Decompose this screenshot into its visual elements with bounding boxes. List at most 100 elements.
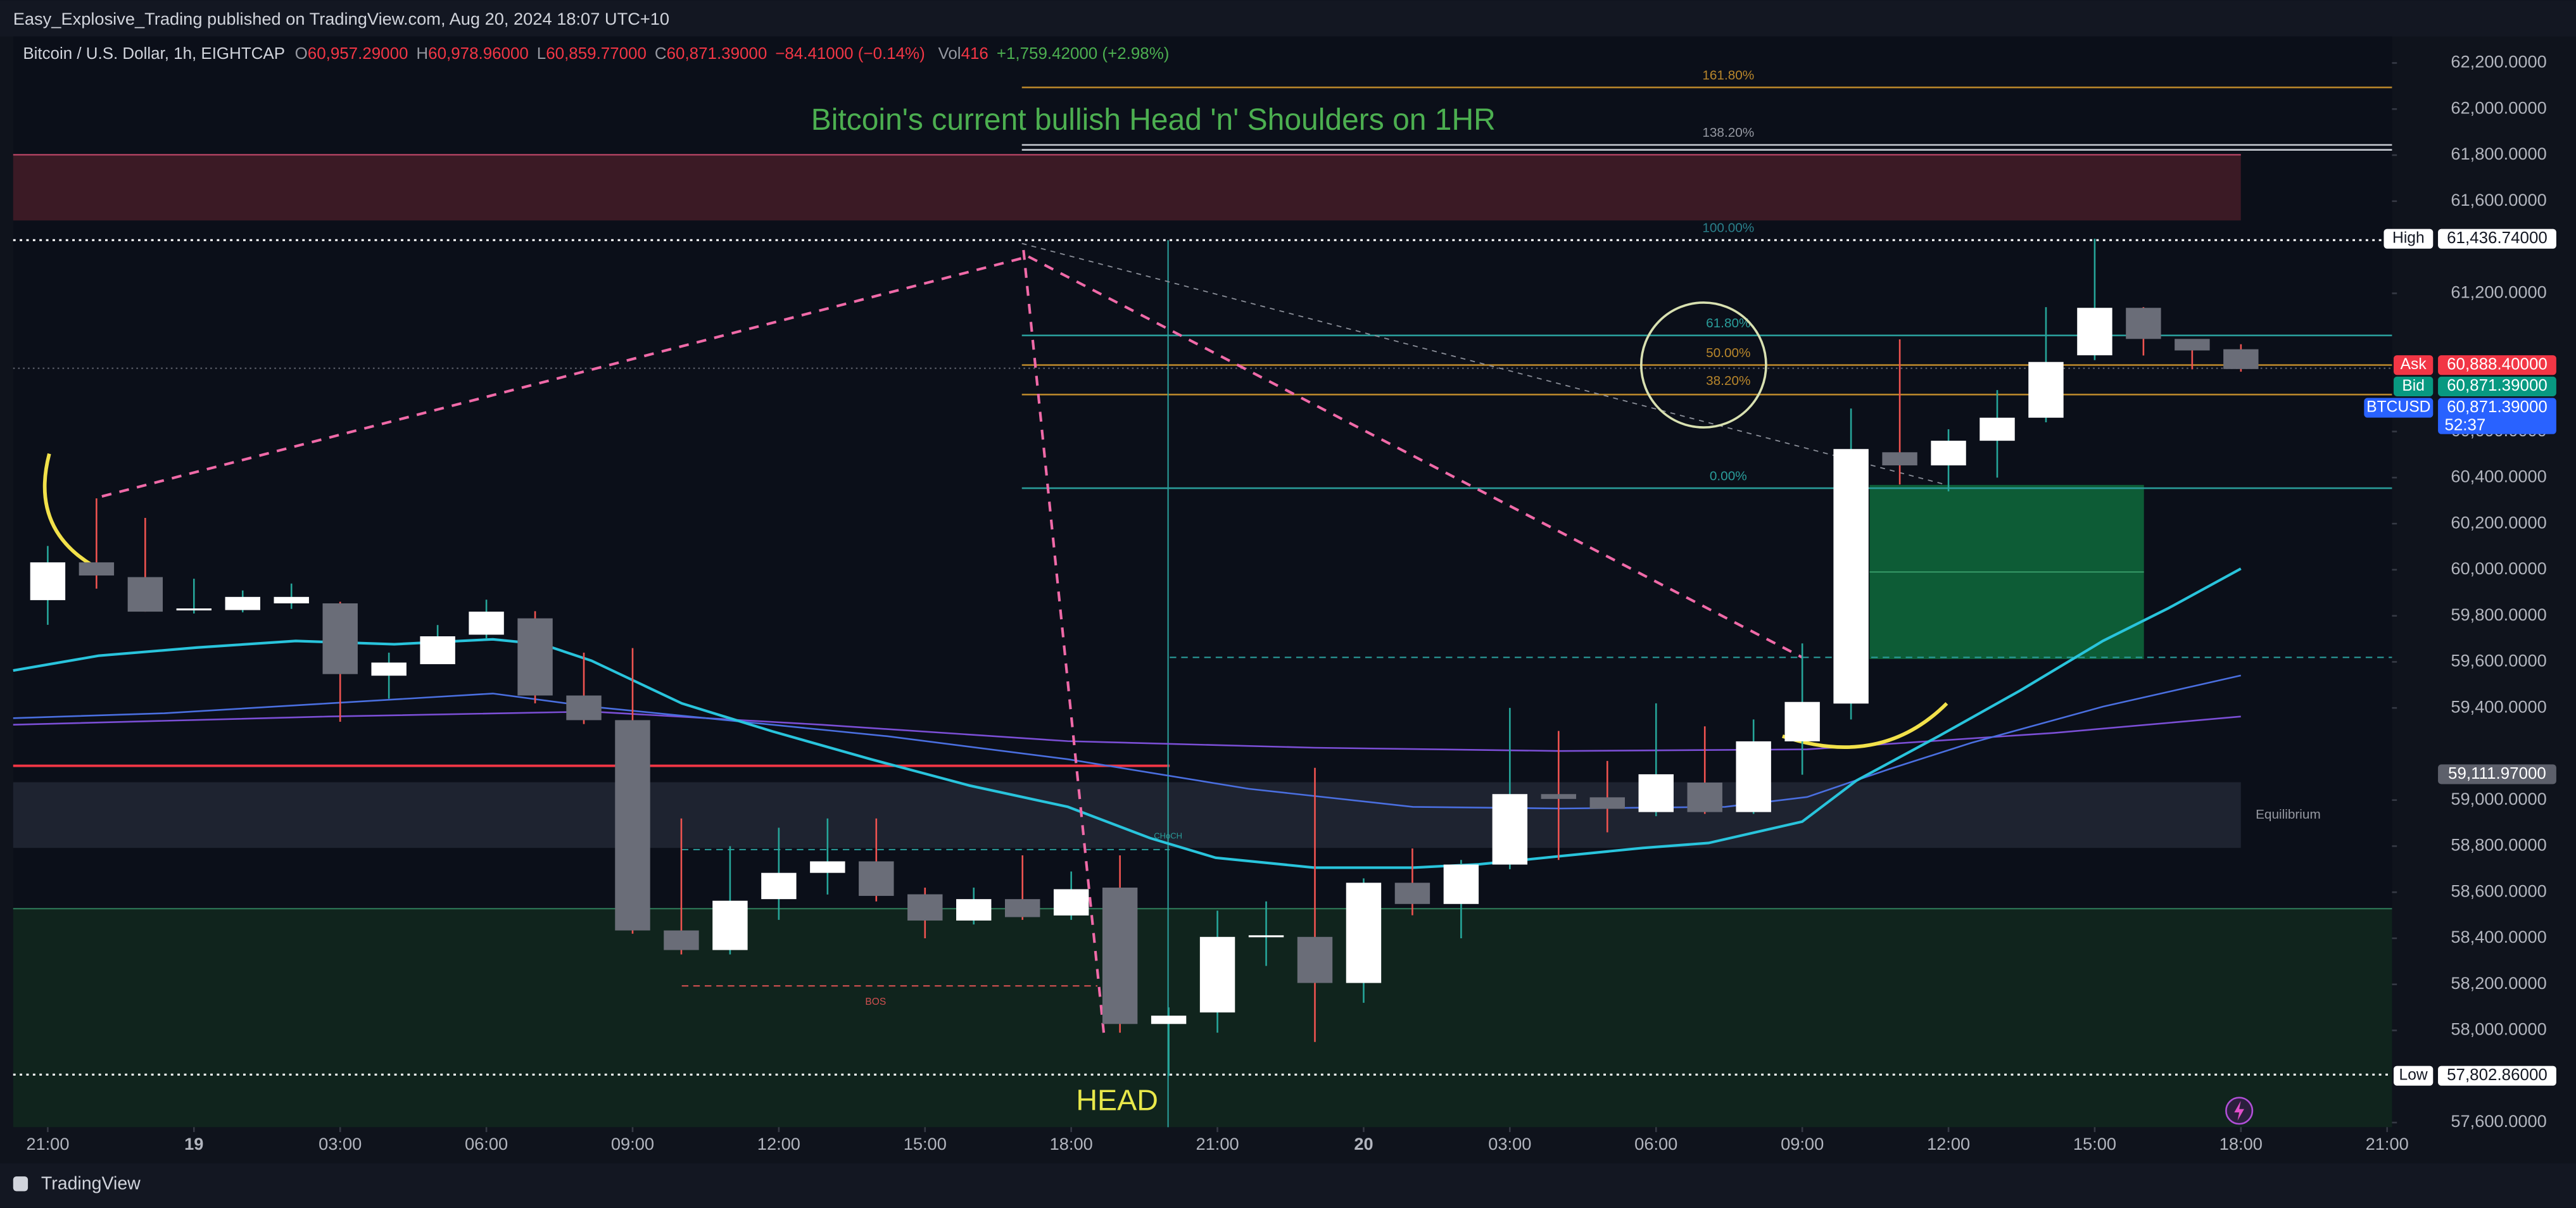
legend-value: 60,978.96000 — [428, 45, 529, 63]
price-tag: High — [2392, 230, 2425, 247]
footer-brand: TradingView — [41, 1174, 141, 1194]
y-tick-label: 61,600.0000 — [2451, 190, 2546, 210]
pattern-line — [1022, 249, 1106, 1036]
price-label: 60,888.40000 — [2447, 356, 2548, 374]
y-tick-label: 59,800.0000 — [2451, 605, 2546, 624]
candle-body — [1736, 741, 1771, 812]
x-tick-label: 06:00 — [465, 1134, 508, 1154]
y-tick-label: 60,200.0000 — [2451, 512, 2546, 532]
price-tag-box — [2394, 1066, 2434, 1086]
price-tag: Low — [2399, 1067, 2428, 1084]
candle-body — [761, 872, 797, 900]
price-tag-box — [2383, 229, 2434, 249]
x-tick-label: 18:00 — [1050, 1134, 1093, 1154]
legend-value: 60,859.77000 — [546, 45, 647, 63]
y-tick-label: 62,000.0000 — [2451, 98, 2546, 117]
price-label: 59,111.97000 — [2448, 765, 2546, 783]
candle-body — [2126, 308, 2161, 339]
footer-bar — [0, 1163, 2576, 1208]
candle-body — [1053, 889, 1089, 915]
legend-volume: 416 — [961, 45, 988, 63]
highlight-curve — [42, 453, 96, 569]
candle-body — [859, 861, 894, 897]
price-tag: Bid — [2402, 377, 2425, 394]
x-tick-label: 15:00 — [904, 1134, 947, 1154]
x-tick-label: 18:00 — [2219, 1134, 2263, 1154]
price-label-box — [2438, 398, 2556, 434]
fib-label: 61.80% — [1706, 316, 1750, 330]
y-tick-label: 58,600.0000 — [2451, 881, 2546, 900]
x-tick-label: 20 — [1354, 1134, 1373, 1154]
equilibrium-label: Equilibrium — [2256, 807, 2321, 822]
fib-label: 161.80% — [1702, 68, 1754, 82]
y-tick-label: 59,600.0000 — [2451, 651, 2546, 670]
price-label: 60,871.39000 — [2447, 377, 2548, 394]
x-tick-label: 03:00 — [1488, 1134, 1531, 1154]
y-tick-label: 59,000.0000 — [2451, 789, 2546, 808]
legend-key: L — [537, 45, 546, 63]
y-tick-label: 58,200.0000 — [2451, 973, 2546, 993]
candle-body — [664, 930, 699, 950]
x-tick-label: 12:00 — [1927, 1134, 1970, 1154]
head-label: HEAD — [1076, 1084, 1158, 1117]
equilibrium-zone — [13, 782, 2241, 848]
y-tick-label: 61,200.0000 — [2451, 282, 2546, 301]
candle-body — [712, 900, 748, 950]
legend-change: −84.41000 (−0.14%) — [775, 45, 925, 63]
candle-body — [1492, 794, 1528, 865]
pattern-line — [1028, 255, 1803, 659]
candle-body — [1589, 797, 1625, 809]
fib-label: 138.20% — [1702, 125, 1754, 140]
publish-note: Easy_Explosive_Trading published on Trad… — [13, 9, 669, 28]
axes: 62,200.0000 62,000.0000 61,800.0000 61,600.… — [26, 52, 2556, 1154]
candles — [30, 239, 2259, 1076]
candle-body — [2077, 308, 2112, 356]
fib-label: 50.00% — [1706, 346, 1750, 360]
x-tick-label: 09:00 — [611, 1134, 654, 1154]
candle-body — [956, 899, 992, 921]
candle-body — [274, 596, 309, 603]
pattern-line — [101, 256, 1023, 498]
x-tick-label: 09:00 — [1781, 1134, 1824, 1154]
candle-body — [127, 577, 163, 612]
candle-body — [1541, 794, 1577, 799]
x-tick-label: 06:00 — [1634, 1134, 1677, 1154]
candle-body — [1784, 702, 1820, 741]
y-tick-label: 58,000.0000 — [2451, 1019, 2546, 1039]
y-tick-label: 58,800.0000 — [2451, 835, 2546, 855]
fib-label: 100.00% — [1702, 221, 1754, 236]
trend-line — [1021, 242, 1947, 486]
candle-body — [420, 636, 455, 665]
alert-icon-bolt — [2234, 1100, 2244, 1121]
candle-body — [1297, 936, 1333, 983]
legend-key: O — [295, 45, 308, 63]
candle-body — [1102, 887, 1138, 1024]
price-tag: BTCUSD — [2366, 399, 2430, 416]
candle-body — [1199, 936, 1235, 1013]
y-tick-label: 61,800.0000 — [2451, 144, 2546, 163]
fib-label: 38.20% — [1706, 374, 1750, 388]
candle-body — [1443, 864, 1479, 904]
x-tick-label: 19 — [184, 1134, 203, 1154]
chart-title: Bitcoin's current bullish Head 'n' Shoul… — [811, 103, 1496, 137]
bos-label: BOS — [865, 997, 886, 1007]
candle-body — [1248, 935, 1284, 938]
y-tick-label: 60,000.0000 — [2451, 558, 2546, 578]
candle-body — [907, 894, 943, 921]
price-label-box — [2438, 1066, 2556, 1086]
y-tick-label: 60,400.0000 — [2451, 467, 2546, 486]
legend-volume-change: +1,759.42000 (+2.98%) — [997, 45, 1170, 63]
candle-body — [225, 596, 260, 610]
price-label: 61,436.74000 — [2447, 229, 2548, 247]
candle-body — [1931, 441, 1966, 466]
legend: Bitcoin / U.S. Dollar, 1h, EIGHTCAP O60,9… — [23, 45, 1169, 63]
price-label-box — [2438, 229, 2556, 249]
legend-key: H — [416, 45, 428, 63]
price-tag-box — [2364, 398, 2434, 418]
price-label-box — [2438, 764, 2556, 784]
candle-body — [2223, 349, 2259, 369]
x-tick-label: 21:00 — [1196, 1134, 1239, 1154]
candle-body — [615, 720, 650, 931]
highlight-curve — [1782, 702, 1948, 749]
